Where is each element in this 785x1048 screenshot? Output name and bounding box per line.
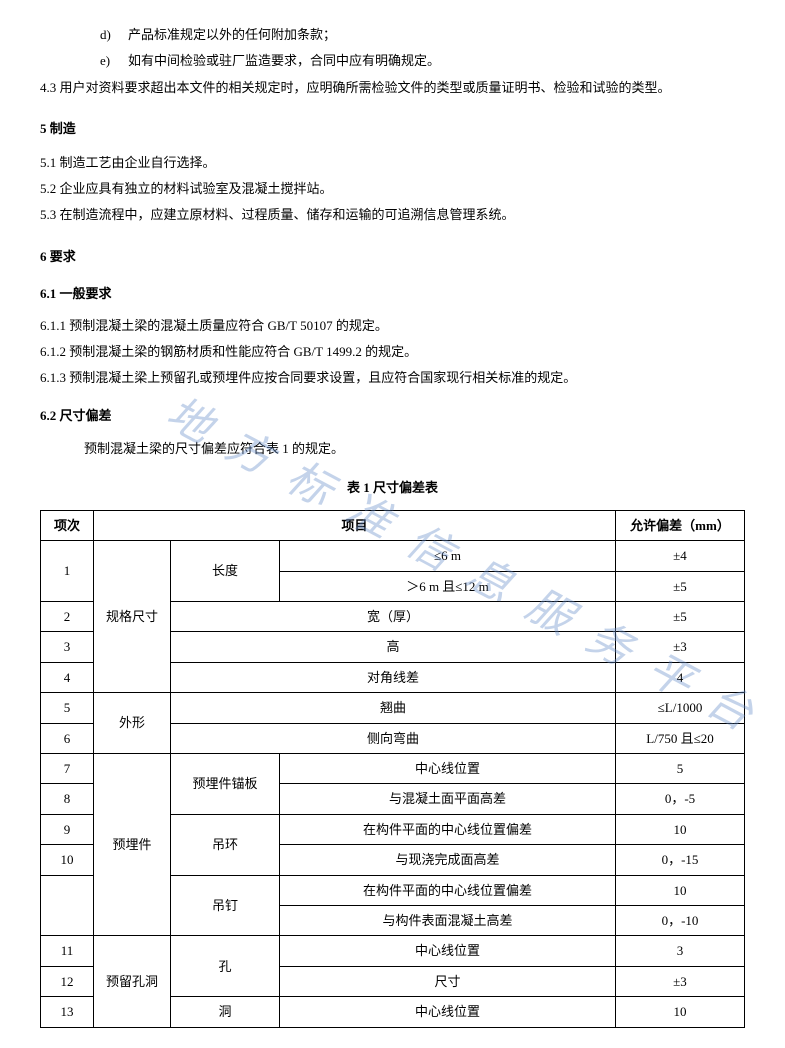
cell-cond: 尺寸 — [280, 966, 616, 996]
cell-tol: 10 — [616, 875, 745, 905]
cell-idx: 7 — [41, 753, 94, 783]
cell-cond: ≤6 m — [280, 541, 616, 571]
cell-tol: ±5 — [616, 602, 745, 632]
para-5-1: 5.1 制造工艺由企业自行选择。 — [40, 151, 745, 174]
cell-idx: 4 — [41, 662, 94, 692]
table-intro: 预制混凝土梁的尺寸偏差应符合表 1 的规定。 — [40, 437, 745, 460]
list-item-d: d)产品标准规定以外的任何附加条款； — [40, 23, 745, 46]
cell-idx: 13 — [41, 997, 94, 1027]
cell-tol: ±3 — [616, 632, 745, 662]
table-row: 11 预留孔洞 孔 中心线位置 3 — [41, 936, 745, 966]
cell-tol: 3 — [616, 936, 745, 966]
cell-idx: 12 — [41, 966, 94, 996]
cell-cond: 在构件平面的中心线位置偏差 — [280, 875, 616, 905]
cell-cond: 与构件表面混凝土高差 — [280, 905, 616, 935]
section-5-head: 5 制造 — [40, 117, 745, 140]
cell-idx: 6 — [41, 723, 94, 753]
cell-cond: 中心线位置 — [280, 753, 616, 783]
para-5-3: 5.3 在制造流程中，应建立原材料、过程质量、储存和运输的可追溯信息管理系统。 — [40, 203, 745, 226]
cell-idx-empty — [41, 875, 94, 936]
cell-cond: 与混凝土面平面高差 — [280, 784, 616, 814]
para-6-1-2: 6.1.2 预制混凝土梁的钢筋材质和性能应符合 GB/T 1499.2 的规定。 — [40, 340, 745, 363]
tolerance-table: 项次 项目 允许偏差（mm） 1 规格尺寸 长度 ≤6 m ±4 ＞6 m 且≤… — [40, 510, 745, 1028]
cell-tol: 0，-10 — [616, 905, 745, 935]
list-text-e: 如有中间检验或驻厂监造要求，合同中应有明确规定。 — [128, 53, 440, 68]
list-marker-e: e) — [100, 49, 128, 72]
th-item: 项目 — [94, 510, 616, 540]
list-item-e: e)如有中间检验或驻厂监造要求，合同中应有明确规定。 — [40, 49, 745, 72]
table-caption: 表 1 尺寸偏差表 — [40, 476, 745, 499]
para-5-2: 5.2 企业应具有独立的材料试验室及混凝土搅拌站。 — [40, 177, 745, 200]
cell-sub-anchor: 预埋件锚板 — [171, 753, 280, 814]
cell-tol: L/750 且≤20 — [616, 723, 745, 753]
para-6-1-3: 6.1.3 预制混凝土梁上预留孔或预埋件应按合同要求设置，且应符合国家现行相关标… — [40, 366, 745, 389]
cell-cond: 在构件平面的中心线位置偏差 — [280, 814, 616, 844]
cell-tol: 5 — [616, 753, 745, 783]
cell-tol: ±4 — [616, 541, 745, 571]
cell-tol: ±3 — [616, 966, 745, 996]
cell-sub: 翘曲 — [171, 693, 616, 723]
list-text-d: 产品标准规定以外的任何附加条款； — [128, 27, 336, 42]
subsection-6-2: 6.2 尺寸偏差 — [40, 404, 745, 427]
cell-sub: 对角线差 — [171, 662, 616, 692]
para-6-1-1: 6.1.1 预制混凝土梁的混凝土质量应符合 GB/T 50107 的规定。 — [40, 314, 745, 337]
cell-idx: 10 — [41, 845, 94, 875]
cell-tol: ±5 — [616, 571, 745, 601]
cell-tol: 10 — [616, 997, 745, 1027]
th-idx: 项次 — [41, 510, 94, 540]
cell-idx: 1 — [41, 541, 94, 602]
table-row: 7 预埋件 预埋件锚板 中心线位置 5 — [41, 753, 745, 783]
cell-cat-shape: 外形 — [94, 693, 171, 754]
section-6-head: 6 要求 — [40, 245, 745, 268]
cell-cond: 中心线位置 — [280, 936, 616, 966]
cell-idx: 11 — [41, 936, 94, 966]
cell-cat-hole: 预留孔洞 — [94, 936, 171, 1027]
subsection-6-1: 6.1 一般要求 — [40, 282, 745, 305]
cell-idx: 2 — [41, 602, 94, 632]
cell-idx: 5 — [41, 693, 94, 723]
list-marker-d: d) — [100, 23, 128, 46]
cell-cat-spec: 规格尺寸 — [94, 541, 171, 693]
cell-sub-dong: 洞 — [171, 997, 280, 1027]
cell-sub: 高 — [171, 632, 616, 662]
cell-cond: ＞6 m 且≤12 m — [280, 571, 616, 601]
cell-sub-len: 长度 — [171, 541, 280, 602]
cell-sub-nail: 吊钉 — [171, 875, 280, 936]
cell-idx: 8 — [41, 784, 94, 814]
table-header-row: 项次 项目 允许偏差（mm） — [41, 510, 745, 540]
cell-tol: ≤L/1000 — [616, 693, 745, 723]
para-4-3: 4.3 用户对资料要求超出本文件的相关规定时，应明确所需检验文件的类型或质量证明… — [40, 76, 745, 99]
cell-cond: 中心线位置 — [280, 997, 616, 1027]
cell-sub: 宽（厚） — [171, 602, 616, 632]
cell-tol: 10 — [616, 814, 745, 844]
cell-tol: 0，-5 — [616, 784, 745, 814]
cell-cond: 与现浇完成面高差 — [280, 845, 616, 875]
table-row: 5 外形 翘曲 ≤L/1000 — [41, 693, 745, 723]
cell-tol: 4 — [616, 662, 745, 692]
cell-sub: 侧向弯曲 — [171, 723, 616, 753]
cell-idx: 9 — [41, 814, 94, 844]
cell-idx: 3 — [41, 632, 94, 662]
table-row: 1 规格尺寸 长度 ≤6 m ±4 — [41, 541, 745, 571]
th-tol: 允许偏差（mm） — [616, 510, 745, 540]
cell-tol: 0，-15 — [616, 845, 745, 875]
cell-sub-kong: 孔 — [171, 936, 280, 997]
